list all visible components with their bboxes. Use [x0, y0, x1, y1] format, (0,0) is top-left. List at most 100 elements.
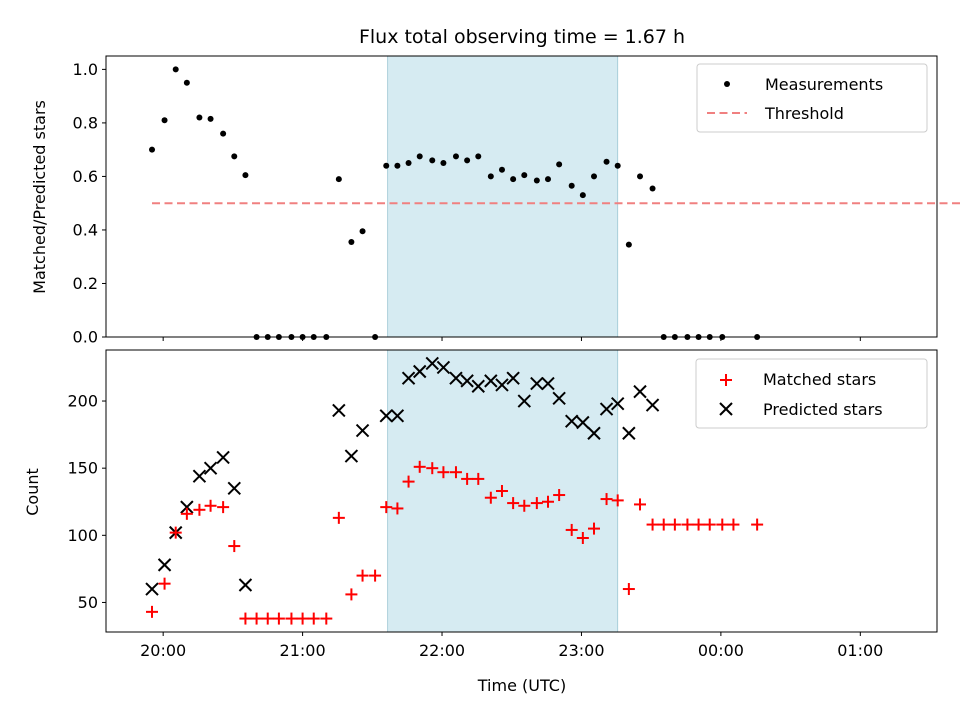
- measurement-point: [207, 115, 214, 122]
- matched-star-point: [461, 472, 474, 485]
- matched-star-point: [518, 499, 531, 512]
- matched-star-point: [541, 495, 554, 508]
- predicted-star-point: [576, 415, 590, 430]
- matched-star-point: [751, 518, 764, 531]
- predicted-star-point: [238, 578, 253, 592]
- top-legend-box: [696, 63, 928, 133]
- measurement-point: [359, 228, 366, 235]
- matched-star-point: [296, 612, 309, 625]
- measurement-point: [242, 172, 249, 179]
- measurement-point: [348, 238, 355, 245]
- predicted-star-point: [460, 374, 474, 388]
- predicted-star-point: [506, 371, 520, 385]
- matched-star-point: [369, 569, 382, 582]
- matched-star-point: [320, 612, 333, 625]
- predicted-star-point: [390, 409, 405, 423]
- matched-star-point: [495, 485, 508, 497]
- matched-star-point: [611, 494, 624, 507]
- measurement-point: [394, 162, 401, 169]
- legend-marker-predicted-stars: [719, 402, 733, 416]
- matched-star-point: [657, 518, 670, 531]
- y-tick-label: 100: [67, 526, 98, 545]
- measurement-point: [440, 160, 447, 167]
- matched-star-point: [180, 507, 193, 520]
- predicted-star-point: [192, 469, 207, 483]
- matched-star-point: [703, 518, 716, 531]
- matched-star-point: [391, 502, 404, 515]
- predicted-stars-points: [145, 356, 660, 596]
- matched-star-point: [307, 612, 320, 625]
- matched-star-point: [402, 475, 415, 488]
- measurement-point: [614, 162, 621, 169]
- y-tick-label: 50: [78, 593, 98, 612]
- measurement-point: [405, 160, 412, 167]
- matched-star-point: [449, 466, 462, 479]
- measurement-point: [183, 79, 190, 86]
- bottom-axes-frame: [105, 349, 938, 633]
- matched-star-point: [228, 540, 241, 553]
- measurement-point: [510, 176, 517, 183]
- predicted-star-point: [355, 423, 370, 438]
- matched-star-point: [426, 462, 439, 475]
- matched-star-point: [681, 518, 694, 531]
- chart-title: Flux total observing time = 1.67 h: [359, 26, 685, 48]
- bottom-y-ticks: 50 100 150 200: [67, 392, 106, 612]
- x-tick-label: 22:00: [419, 641, 465, 660]
- measurement-point: [161, 117, 168, 124]
- x-tick-label: 20:00: [140, 641, 186, 660]
- matched-star-point: [530, 497, 543, 510]
- predicted-star-point: [216, 450, 230, 465]
- measurement-point: [521, 172, 528, 179]
- measurement-point: [231, 153, 238, 160]
- matched-star-point: [204, 499, 217, 512]
- matched-star-point: [250, 612, 263, 625]
- matched-star-point: [285, 612, 298, 625]
- measurement-point: [220, 130, 227, 137]
- bottom-panel: 50 100 150 200 20:00 21:00 22:00 23:00 00:00 01:…: [23, 349, 938, 695]
- measurement-point: [383, 162, 390, 169]
- measurement-point: [579, 192, 586, 199]
- predicted-star-point: [449, 371, 463, 385]
- x-tick-label: 21:00: [280, 641, 326, 660]
- predicted-star-point: [401, 371, 416, 385]
- y-tick-label: 0.4: [73, 220, 98, 239]
- y-tick-label: 0.2: [73, 274, 98, 293]
- y-tick-label: 0.0: [73, 328, 98, 347]
- bottom-legend-box: [695, 358, 928, 429]
- predicted-star-point: [517, 394, 531, 408]
- matched-star-point: [380, 501, 393, 514]
- predicted-star-point: [484, 374, 498, 388]
- matched-star-point: [272, 612, 285, 625]
- predicted-star-point: [645, 398, 660, 412]
- predicted-star-point: [471, 379, 485, 393]
- predicted-star-point: [587, 426, 601, 440]
- matched-star-point: [668, 518, 681, 531]
- matched-star-point: [193, 503, 206, 516]
- predicted-star-point: [413, 364, 427, 379]
- y-tick-label: 0.8: [73, 113, 98, 132]
- predicted-star-point: [530, 376, 544, 391]
- matched-star-point: [169, 526, 182, 539]
- matched-star-point: [345, 588, 358, 601]
- x-tick-label: 23:00: [558, 641, 604, 660]
- matched-star-point: [261, 612, 274, 625]
- measurement-point: [498, 166, 505, 173]
- measurement-point: [464, 157, 471, 164]
- predicted-star-point: [344, 449, 359, 463]
- x-tick-label: 00:00: [698, 641, 744, 660]
- x-tick-label: 01:00: [837, 641, 883, 660]
- matched-stars-points: [146, 460, 764, 625]
- measurement-point: [568, 182, 575, 189]
- matched-star-point: [356, 569, 369, 582]
- matched-star-point: [565, 523, 578, 536]
- matched-star-point: [622, 583, 635, 596]
- predicted-star-point: [157, 558, 172, 572]
- matched-star-point: [146, 605, 159, 618]
- predicted-star-point: [203, 461, 218, 475]
- top-y-axis-label: Matched/Predicted stars: [30, 100, 49, 294]
- top-panel: 0.0 0.2 0.4 0.6 0.8 1.0 Matched/Predicted sta…: [30, 55, 960, 347]
- measurement-point: [335, 176, 342, 183]
- matched-star-point: [437, 466, 450, 479]
- matched-star-point: [716, 518, 729, 531]
